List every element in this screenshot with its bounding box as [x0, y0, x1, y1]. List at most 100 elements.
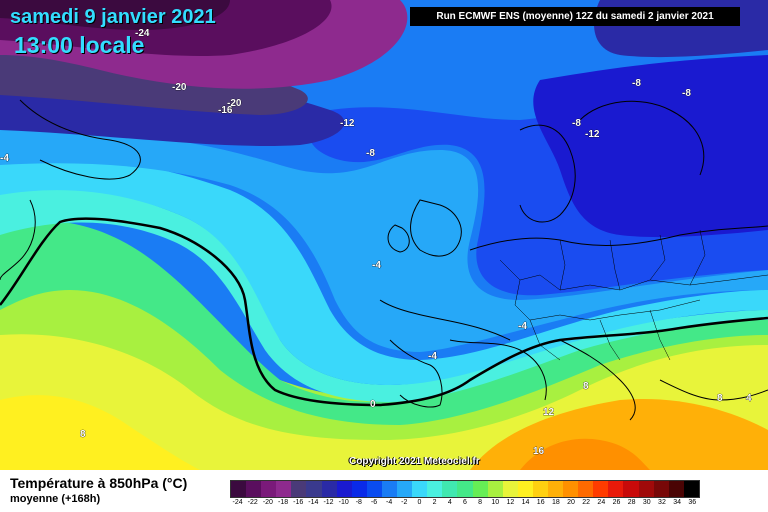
isotherm-labels: -24 -20 -20 -16 -12 -12 -8 -8 -8 -8 -4 -…	[0, 28, 752, 458]
scale-tick-label: -20	[262, 499, 273, 506]
iso-label-minus4-a: -4	[0, 153, 9, 164]
scale-tick-label: 28	[627, 499, 636, 506]
scale-swatch	[231, 481, 247, 497]
legend-title: Température à 850hPa (°C)	[10, 475, 188, 491]
scale-tick-label: 34	[673, 499, 681, 506]
iso-label-minus16: -16	[218, 105, 233, 116]
country-borders	[499, 229, 768, 361]
forecast-time: 13:00 locale	[14, 32, 145, 58]
color-scale-ticks: -24 -22 -20 -18 -16 -14 -12 -10 -8 -6 -4 -2 0 2 4 6 8 10 1…	[230, 499, 700, 509]
scale-tick-label: 8	[478, 499, 483, 506]
iso-label-minus12-b: -12	[585, 129, 600, 140]
iso-label-8-c: 8	[717, 393, 723, 404]
scale-swatch	[351, 481, 367, 497]
scale-tick-label: 20	[567, 499, 575, 506]
copyright-notice: Copyright 2021 Meteociel.fr	[349, 456, 480, 467]
legend: Température à 850hPa (°C) moyenne (+168h…	[0, 470, 768, 512]
scale-swatch	[442, 481, 458, 497]
scale-swatch	[472, 481, 488, 497]
scale-swatch	[578, 481, 594, 497]
scale-swatch	[321, 481, 337, 497]
scale-swatch	[276, 481, 292, 497]
scale-swatch	[502, 481, 518, 497]
scale-tick-label: 0	[417, 499, 422, 506]
scale-tick-label: -14	[308, 499, 319, 506]
scale-tick-label: -8	[355, 499, 362, 506]
scale-tick-label: -2	[401, 499, 408, 506]
scale-tick-label: -4	[386, 499, 393, 506]
iso-label-minus8-a: -8	[366, 148, 375, 159]
scale-swatch	[517, 481, 533, 497]
temp-zone-darkest-purple	[0, 0, 230, 30]
scale-tick-label: -12	[323, 499, 334, 506]
scale-tick-label: -18	[277, 499, 289, 506]
scale-tick-label: 10	[491, 499, 500, 506]
scale-tick-label: 18	[551, 499, 560, 506]
scale-swatch	[563, 481, 579, 497]
scale-swatch	[623, 481, 639, 497]
scale-tick-label: 22	[582, 499, 591, 506]
iso-label-minus24: -24	[135, 28, 150, 39]
scale-swatch	[668, 481, 684, 497]
scale-tick-label: 26	[612, 499, 621, 506]
scale-tick-label: 32	[658, 499, 666, 506]
scale-tick-label: 4	[447, 499, 452, 506]
iso-label-0: 0	[370, 399, 376, 410]
scale-tick-label: -6	[370, 499, 378, 506]
scale-tick-label: 12	[506, 499, 515, 506]
legend-subtitle: moyenne (+168h)	[10, 493, 101, 505]
color-scale	[230, 480, 700, 498]
scale-tick-label: -24	[232, 499, 243, 506]
zero-isotherm-line	[0, 217, 768, 407]
scale-swatch	[291, 481, 307, 497]
scale-tick-label: 36	[688, 499, 697, 506]
scale-tick-label: 24	[597, 499, 606, 506]
temp-zone-yellow-sw	[0, 395, 200, 470]
forecast-date: samedi 9 janvier 2021	[10, 6, 216, 28]
scale-swatch	[261, 481, 277, 497]
temp-zone-deep-orange	[520, 438, 650, 470]
scale-swatch	[366, 481, 382, 497]
iso-label-minus12-a: -12	[340, 118, 355, 129]
iso-label-minus20-b: -20	[227, 98, 242, 109]
temperature-map: -24 -20 -20 -16 -12 -12 -8 -8 -8 -8 -4 -…	[0, 0, 768, 470]
scale-swatch	[532, 481, 548, 497]
scale-swatch	[412, 481, 428, 497]
scale-swatch	[487, 481, 503, 497]
scale-tick-label: 6	[462, 499, 467, 506]
iso-label-minus8-d: -8	[572, 118, 581, 129]
map-canvas: -24 -20 -20 -16 -12 -12 -8 -8 -8 -8 -4 -…	[0, 0, 768, 470]
scale-tick-label: 2	[432, 499, 437, 506]
temp-zone-deep-blue	[533, 55, 768, 238]
scale-swatch	[683, 481, 699, 497]
scale-tick-label: 14	[521, 499, 530, 506]
iso-label-12: 12	[543, 407, 555, 418]
scale-tick-label: 30	[642, 499, 651, 506]
scale-tick-label: -16	[293, 499, 304, 506]
scale-swatch	[653, 481, 669, 497]
scale-tick-label: 16	[536, 499, 545, 506]
scale-swatch	[608, 481, 624, 497]
scale-swatch	[457, 481, 473, 497]
temp-zone-light-blue	[0, 156, 768, 385]
scale-swatch	[381, 481, 398, 497]
iso-label-minus20-a: -20	[172, 82, 187, 93]
scale-swatch	[638, 481, 654, 497]
scale-swatch	[246, 481, 262, 497]
scale-swatch	[397, 481, 413, 497]
scale-swatch	[427, 481, 443, 497]
iso-label-16: 16	[533, 446, 545, 457]
iso-label-8-a: 8	[80, 429, 86, 440]
scale-swatch	[336, 481, 352, 497]
iso-label-minus4-c: -4	[518, 321, 527, 332]
iso-label-minus8-c: -8	[682, 88, 691, 99]
model-run-banner: Run ECMWF ENS (moyenne) 12Z du samedi 2 …	[410, 7, 740, 26]
temp-zone-sky-blue	[0, 129, 768, 352]
iso-label-minus4-d: -4	[428, 351, 437, 362]
scale-swatch	[547, 481, 564, 497]
scale-swatch	[306, 481, 322, 497]
iso-label-minus8-b: -8	[632, 78, 641, 89]
scale-swatch	[593, 481, 609, 497]
scale-tick-label: -10	[338, 499, 349, 506]
coastlines	[0, 99, 768, 421]
